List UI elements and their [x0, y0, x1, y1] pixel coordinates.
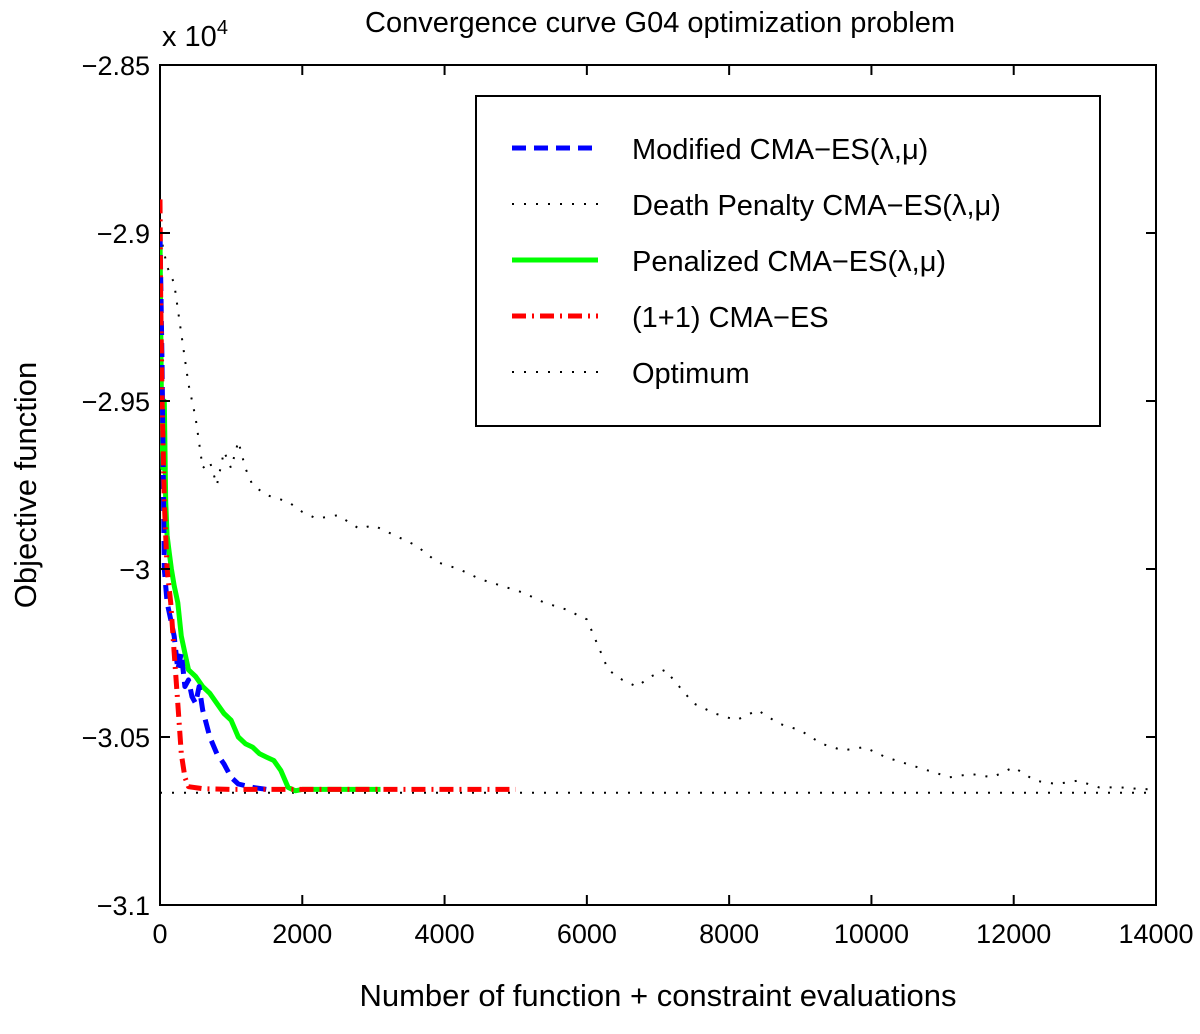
legend-items: Modified CMA−ES(λ,μ) Death Penalty CMA−ES…: [512, 134, 1001, 390]
y-tick-label: −2.9: [97, 219, 150, 249]
series-line-1: [160, 232, 1156, 791]
y-multiplier-label: x 104: [162, 17, 228, 53]
chart-title: Convergence curve G04 optimization probl…: [365, 7, 955, 39]
x-tick-label: 8000: [699, 919, 759, 949]
x-tick-label: 6000: [557, 919, 617, 949]
legend-label-3: (1+1) CMA−ES: [632, 302, 829, 334]
y-tick-label: −3.05: [82, 723, 150, 753]
x-tick-label: 0: [152, 919, 167, 949]
x-tick-label: 4000: [415, 919, 475, 949]
y-tick-label: −3.1: [97, 891, 150, 921]
y-multiplier-base: x 10: [162, 21, 217, 53]
y-tick-label: −3: [119, 555, 150, 585]
y-axis-label: Objective function: [8, 362, 43, 608]
x-tick-label: 2000: [272, 919, 332, 949]
legend-label-2: Penalized CMA−ES(λ,μ): [632, 246, 946, 278]
axis-layer: 0 2000 4000 6000 8000 10000 12000 14000 −2.85 −2.…: [82, 51, 1194, 949]
y-tick-label: −2.95: [82, 387, 150, 417]
x-tick-label: 10000: [834, 919, 909, 949]
x-tick-label: 12000: [976, 919, 1051, 949]
legend-label-1: Death Penalty CMA−ES(λ,μ): [632, 190, 1001, 222]
legend-label-4: Optimum: [632, 358, 750, 390]
series-layer: [160, 199, 1156, 794]
plot-frame: [159, 64, 1157, 906]
series-line-2: [160, 232, 381, 794]
y-tick-label: −2.85: [82, 51, 150, 81]
x-tick-label: 14000: [1118, 919, 1193, 949]
legend: Modified CMA−ES(λ,μ) Death Penalty CMA−ES…: [475, 95, 1101, 427]
series-line-0: [160, 232, 268, 792]
y-multiplier-exponent: 4: [217, 17, 228, 39]
legend-label-0: Modified CMA−ES(λ,μ): [632, 134, 928, 166]
x-axis-label: Number of function + constraint evaluati…: [359, 978, 956, 1013]
